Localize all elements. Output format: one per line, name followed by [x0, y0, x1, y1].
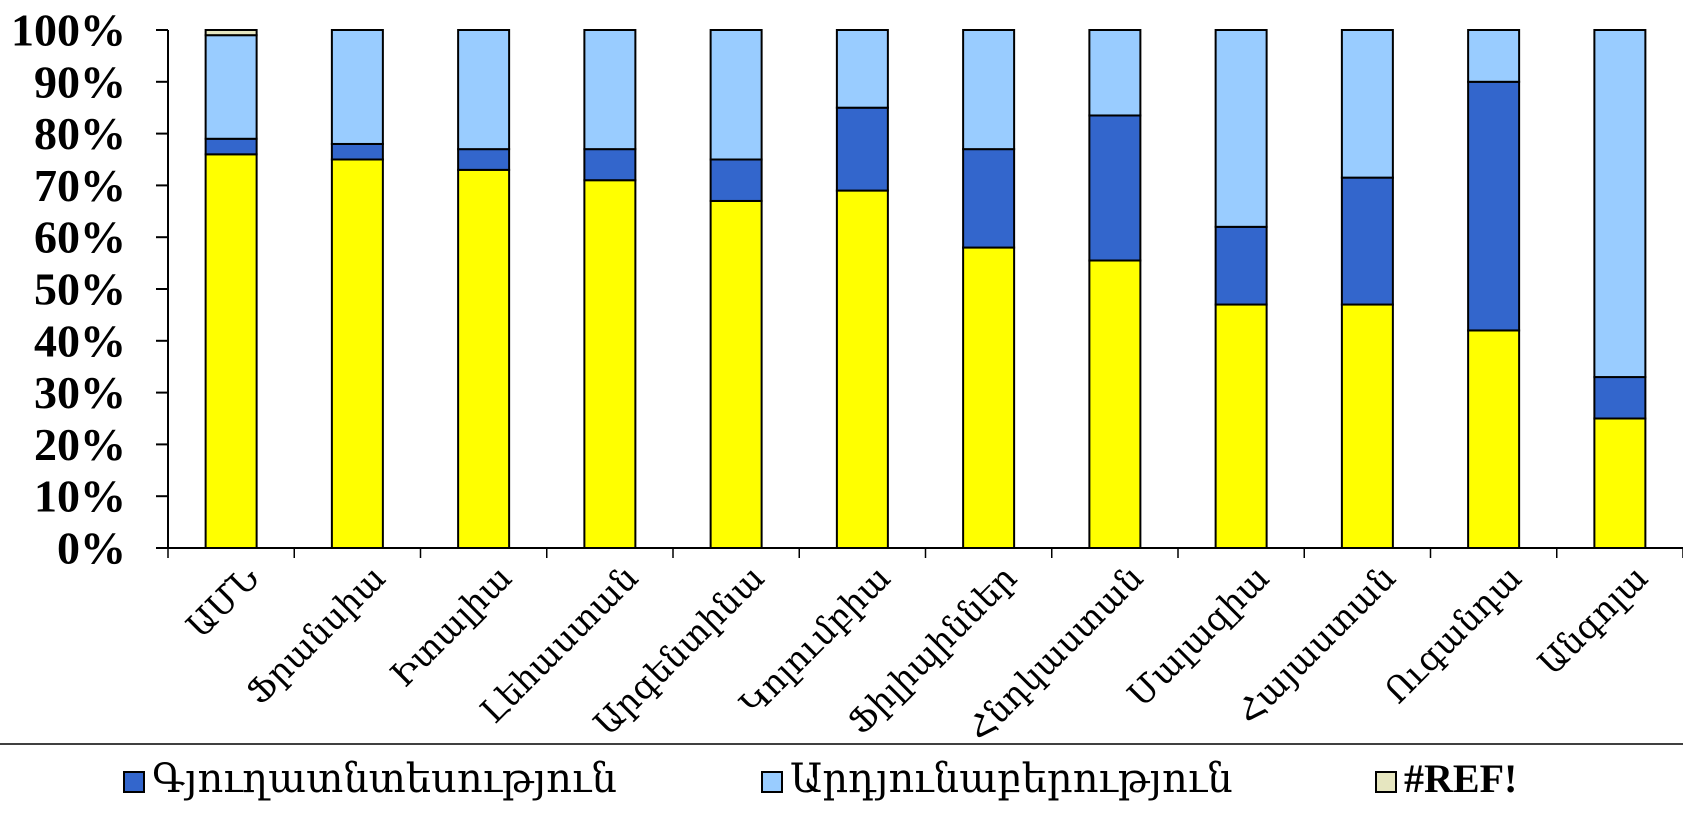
bar-segment-2-0 [204, 34, 258, 140]
bar-segment-2-1 [330, 29, 384, 145]
bar-segment-1-2 [457, 148, 511, 171]
legend-swatch-2 [761, 771, 783, 793]
bar-segment-2-5 [835, 29, 889, 109]
bar-segment-1-3 [583, 148, 637, 182]
bar-segment-1-5 [835, 106, 889, 192]
bar-segment-1-1 [330, 142, 384, 161]
bar-segment-0-5 [835, 189, 889, 550]
bar-segment-1-9 [1340, 176, 1394, 306]
legend-swatch-1 [123, 771, 145, 793]
bar-segment-0-11 [1593, 417, 1647, 549]
y-tick-label-1: 10% [34, 471, 126, 522]
y-tick-label-0: 0% [57, 523, 126, 574]
x-category-label-2: Իտալիա [384, 559, 519, 694]
legend-label-2: Արդյունաբերություն [790, 756, 1233, 801]
bar-segment-1-0 [204, 137, 258, 156]
bar-segment-0-1 [330, 158, 384, 549]
bar-segment-0-8 [1214, 303, 1268, 550]
bar-segment-2-3 [583, 29, 637, 151]
bar-segment-0-10 [1467, 329, 1521, 549]
x-category-label-0: ԱՄՆ [180, 559, 266, 645]
bar-segment-0-0 [204, 153, 258, 549]
y-tick-label-6: 60% [34, 212, 126, 263]
bar-segment-2-10 [1467, 29, 1521, 83]
bar-segment-0-3 [583, 179, 637, 549]
bar-segment-1-11 [1593, 376, 1647, 420]
bar-segment-1-8 [1214, 225, 1268, 306]
y-tick-label-10: 100% [11, 5, 126, 56]
axes-group [156, 29, 1683, 558]
bar-segment-2-7 [1088, 29, 1142, 117]
bar-segment-1-6 [962, 148, 1016, 249]
y-tick-label-8: 80% [34, 108, 126, 159]
legend-label-3: #REF! [1404, 756, 1517, 801]
bar-segment-2-9 [1340, 29, 1394, 179]
legend-label-1: Գյուղատնտեսություն [152, 756, 617, 801]
y-tick-label-3: 30% [34, 367, 126, 418]
bar-segment-0-4 [709, 199, 763, 549]
bar-segment-2-11 [1593, 29, 1647, 379]
legend: Գյուղատնտեսություն Արդյունաբերություն #REF… [123, 756, 1517, 801]
x-category-label-11: Անգոլա [1532, 559, 1655, 682]
bar-segment-2-2 [457, 29, 511, 151]
bar-segment-3-0 [204, 29, 258, 37]
bar-segment-0-6 [962, 246, 1016, 549]
x-category-label-10: Ուգանդա [1378, 559, 1529, 710]
y-tick-labels: 0%10%20%30%40%50%60%70%80%90%100% [11, 5, 126, 574]
bar-segment-1-10 [1467, 80, 1521, 332]
y-tick-label-7: 70% [34, 160, 126, 211]
y-tick-label-9: 90% [34, 56, 126, 107]
bar-segment-0-7 [1088, 259, 1142, 549]
bar-segment-0-2 [457, 168, 511, 550]
bar-segment-1-4 [709, 158, 763, 202]
bar-segment-2-8 [1214, 29, 1268, 228]
bar-segment-1-7 [1088, 114, 1142, 262]
bar-segment-0-9 [1340, 303, 1394, 550]
legend-swatch-3 [1375, 771, 1397, 793]
y-tick-label-2: 20% [34, 419, 126, 470]
y-tick-label-4: 40% [34, 315, 126, 366]
bar-segment-2-4 [709, 29, 763, 161]
bar-segment-2-6 [962, 29, 1016, 151]
y-tick-label-5: 50% [34, 264, 126, 315]
bars-group [204, 29, 1647, 550]
x-category-labels: ԱՄՆՖրանսիաԻտալիաԼեհաստանԱրգենտինաԿոլումբ… [180, 559, 1655, 748]
